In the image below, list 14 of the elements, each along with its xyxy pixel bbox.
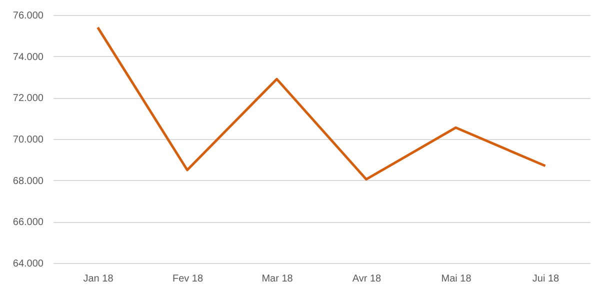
y-tick-label: 72.000 <box>12 93 44 104</box>
x-tick-label: Avr 18 <box>352 274 382 284</box>
y-tick-label: 70.000 <box>12 134 44 146</box>
x-tick-label: Fev 18 <box>172 274 204 284</box>
x-tick-label: Jui 18 <box>532 274 560 284</box>
y-tick-label: 66.000 <box>12 217 44 228</box>
y-tick-label: 64.000 <box>12 258 44 270</box>
y-tick-label: 74.000 <box>12 52 44 63</box>
x-tick-label: Mar 18 <box>262 274 294 284</box>
y-tick-label: 76.000 <box>12 10 44 22</box>
line-series <box>96 26 546 181</box>
x-tick-label: Mai 18 <box>441 274 472 284</box>
x-tick-label: Jan 18 <box>83 274 114 284</box>
y-tick-label: 68.000 <box>12 176 44 187</box>
